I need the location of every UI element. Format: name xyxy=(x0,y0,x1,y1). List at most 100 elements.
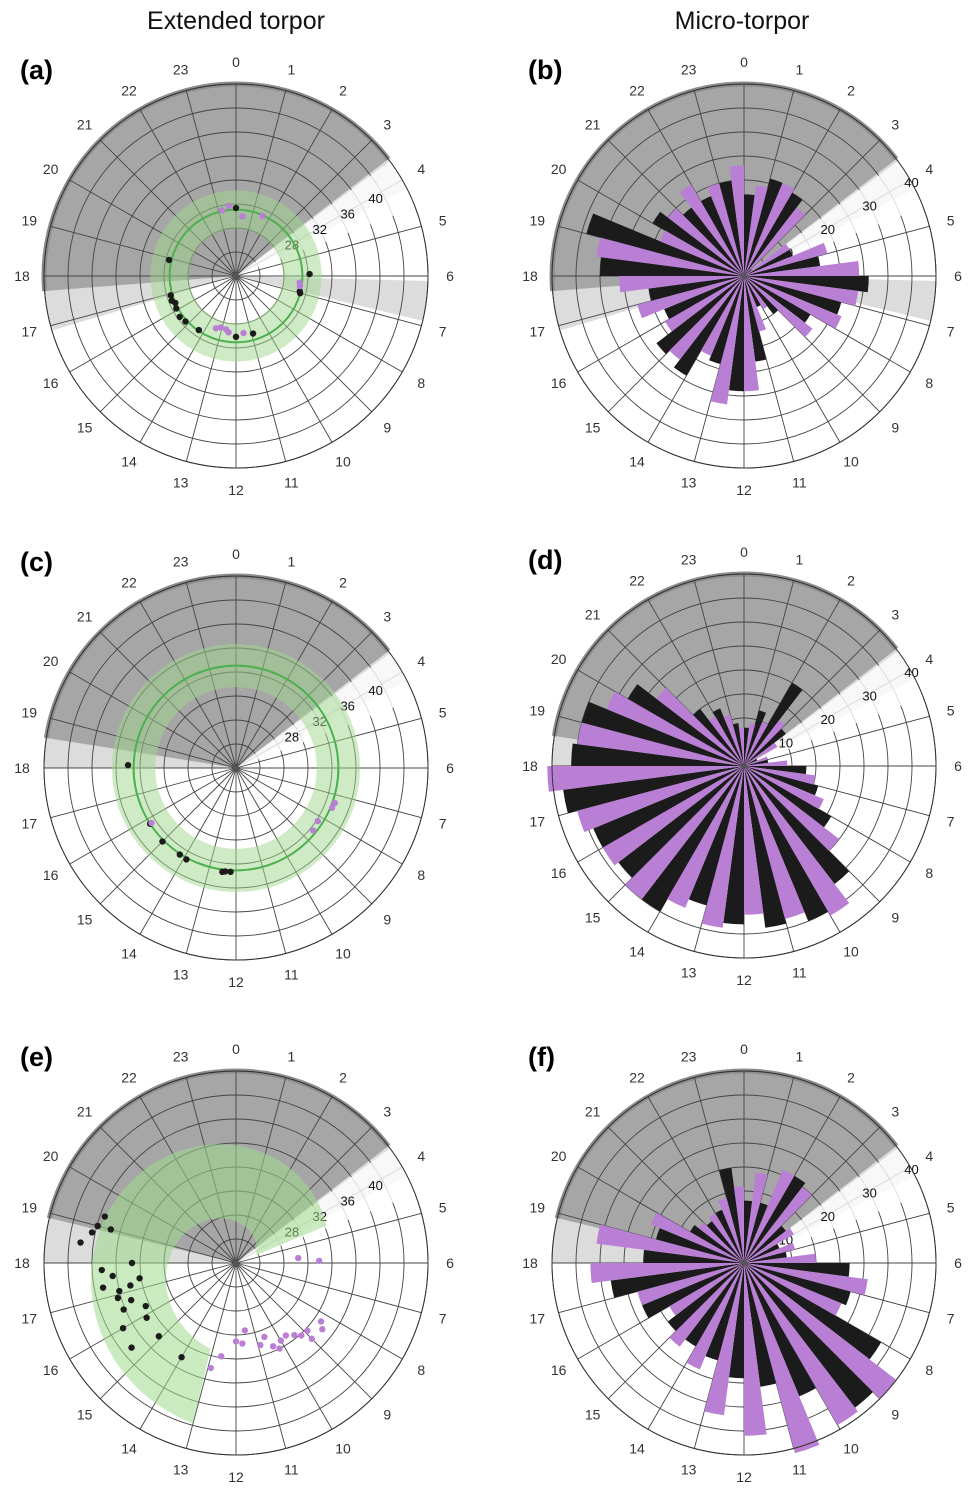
ring-label-20: 20 xyxy=(821,222,835,237)
hour-label-21: 21 xyxy=(77,117,93,133)
point-purple xyxy=(217,324,224,331)
point-purple xyxy=(308,1335,316,1343)
hour-label-20: 20 xyxy=(43,653,59,669)
hour-label-10: 10 xyxy=(335,945,351,961)
bar-purple-h21 xyxy=(679,184,744,276)
point-black xyxy=(168,297,175,304)
hour-label-6: 6 xyxy=(954,268,962,284)
point-black xyxy=(182,318,189,325)
grid-spoke xyxy=(235,275,333,443)
hour-label-8: 8 xyxy=(417,1362,425,1378)
point-black xyxy=(99,1284,107,1291)
grid-spoke xyxy=(235,1262,403,1360)
hour-label-6: 6 xyxy=(954,1255,962,1271)
hour-label-4: 4 xyxy=(417,1148,425,1164)
bar-purple-h21 xyxy=(708,716,744,766)
hour-label-7: 7 xyxy=(947,323,955,339)
bar-purple-h13 xyxy=(667,766,744,908)
hour-label-3: 3 xyxy=(891,607,899,623)
bar-purple-h2 xyxy=(744,207,806,276)
bar-purple-h20 xyxy=(656,687,744,766)
grid-spoke xyxy=(235,139,373,277)
point-black xyxy=(101,1213,108,1220)
point-purple xyxy=(319,1326,326,1333)
bar-purple-h19 xyxy=(606,691,744,766)
bar-black-h21 xyxy=(682,207,744,276)
bar-black-h5 xyxy=(744,1251,787,1263)
point-black xyxy=(128,1259,136,1267)
bar-black-h15 xyxy=(667,1263,744,1331)
point-purple xyxy=(239,1340,246,1347)
polar-panel-5: (f) 0 123456789101112131415161718192021222… xyxy=(522,1041,962,1485)
point-black xyxy=(136,1275,143,1282)
hour-label-13: 13 xyxy=(173,475,189,491)
hour-label-2: 2 xyxy=(339,83,347,99)
bar-black-h14 xyxy=(641,766,744,912)
ring-label-30: 30 xyxy=(862,1186,876,1201)
point-purple xyxy=(261,1333,268,1341)
bar-purple-h1 xyxy=(744,182,795,276)
hour-label-0: 0 xyxy=(232,546,240,562)
outer-ring xyxy=(43,575,429,961)
point-black xyxy=(176,851,183,858)
grid-spoke xyxy=(99,275,237,413)
hour-label-0: 0 xyxy=(232,1041,240,1057)
bar-black-h15 xyxy=(656,276,744,355)
grid-spoke xyxy=(185,275,237,462)
outer-ring xyxy=(43,1070,429,1456)
hour-label-8: 8 xyxy=(925,375,933,391)
bar-purple-h22 xyxy=(718,1198,744,1263)
hour-label-12: 12 xyxy=(736,972,752,988)
bar-purple-h18 xyxy=(596,1224,744,1263)
panels: (a) 0 123456789101112131415161718192021222… xyxy=(14,54,962,1485)
ring-label-36: 36 xyxy=(340,1193,354,1208)
bar-black-h19 xyxy=(655,1228,744,1263)
bar-black-h9 xyxy=(744,766,850,885)
point-black xyxy=(232,204,240,212)
hour-label-3: 3 xyxy=(891,117,899,133)
hour-label-3: 3 xyxy=(383,609,391,625)
bar-black-h9 xyxy=(744,276,778,315)
hour-label-11: 11 xyxy=(284,967,299,983)
hour-label-14: 14 xyxy=(629,453,645,469)
bar-purple-h23 xyxy=(738,727,744,766)
hour-label-11: 11 xyxy=(792,1462,807,1478)
col-title-micro: Micro-torpor xyxy=(675,7,810,35)
hour-label-18: 18 xyxy=(14,1255,30,1271)
bar-purple-h3 xyxy=(744,742,778,766)
hour-label-23: 23 xyxy=(681,551,697,567)
bar-black-h18 xyxy=(600,257,744,276)
bar-black-h4 xyxy=(744,758,758,766)
bar-black-h4 xyxy=(744,249,793,276)
bar-black-h11 xyxy=(744,276,767,362)
grid-spoke xyxy=(139,109,237,277)
bar-black-h17 xyxy=(610,1263,744,1298)
bar-black-h2 xyxy=(744,682,803,766)
hour-label-13: 13 xyxy=(173,967,189,983)
fit-band xyxy=(91,1144,327,1424)
ring-label-30: 30 xyxy=(862,689,876,704)
bar-black-h23 xyxy=(719,180,744,276)
bar-purple-h6 xyxy=(744,1263,868,1296)
bar-purple-h12 xyxy=(710,276,744,405)
point-purple xyxy=(257,1341,264,1349)
bar-purple-h14 xyxy=(625,766,744,900)
hour-label-5: 5 xyxy=(439,705,447,721)
hour-label-17: 17 xyxy=(22,1310,38,1326)
hour-label-21: 21 xyxy=(77,1104,93,1120)
bar-purple-h9 xyxy=(744,1263,858,1426)
hour-label-6: 6 xyxy=(446,268,454,284)
hour-label-1: 1 xyxy=(795,61,803,77)
hour-label-18: 18 xyxy=(522,1255,538,1271)
hour-label-14: 14 xyxy=(121,1440,137,1456)
hour-label-1: 1 xyxy=(287,61,295,77)
point-purple xyxy=(295,1254,302,1262)
hour-label-15: 15 xyxy=(585,419,601,435)
grid-spoke xyxy=(235,1262,287,1449)
point-black xyxy=(155,1333,163,1340)
center-dot xyxy=(233,273,239,279)
bar-black-h1 xyxy=(744,710,767,766)
bar-purple-h0 xyxy=(744,723,756,766)
hour-label-13: 13 xyxy=(681,475,697,491)
hour-label-17: 17 xyxy=(530,1310,546,1326)
